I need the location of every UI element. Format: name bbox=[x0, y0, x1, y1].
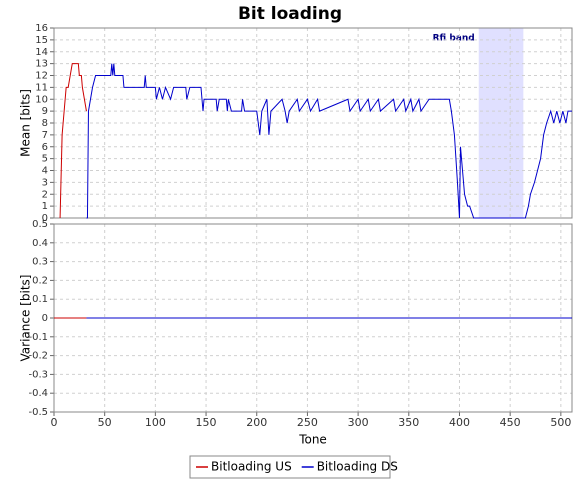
series-line bbox=[59, 63, 87, 219]
y-tick-label: 12 bbox=[35, 71, 48, 82]
legend: Bitloading US Bitloading DS bbox=[189, 455, 398, 479]
y-tick-label: 0.4 bbox=[32, 238, 48, 249]
legend-label: Bitloading DS bbox=[317, 460, 398, 474]
y-tick-label: -0.2 bbox=[28, 351, 48, 362]
y-axis-label: Mean [bits] bbox=[19, 89, 33, 157]
x-tick-label: 150 bbox=[196, 416, 217, 429]
y-tick-label: 0.2 bbox=[32, 275, 48, 286]
legend-box bbox=[189, 455, 391, 479]
x-axis-label: Tone bbox=[298, 433, 327, 447]
chart-title: Bit loading bbox=[238, 4, 342, 24]
y-tick-label: 5 bbox=[42, 154, 48, 165]
y-tick-label: 6 bbox=[42, 142, 48, 153]
x-tick-label: 0 bbox=[51, 416, 58, 429]
y-tick-label: 0 bbox=[42, 313, 48, 324]
y-tick-label: 3 bbox=[42, 177, 48, 188]
x-tick-label: 350 bbox=[398, 416, 419, 429]
x-tick-label: 450 bbox=[500, 416, 521, 429]
y-tick-label: -0.4 bbox=[28, 388, 48, 399]
x-tick-label: 200 bbox=[246, 416, 267, 429]
y-tick-label: 15 bbox=[35, 35, 48, 46]
y-tick-label: 8 bbox=[42, 118, 48, 129]
y-tick-label: 9 bbox=[42, 106, 48, 117]
plot-frame bbox=[53, 27, 573, 219]
series-line bbox=[86, 63, 572, 219]
y-tick-label: -0.1 bbox=[28, 332, 48, 343]
x-tick-label: 100 bbox=[145, 416, 166, 429]
x-tick-label: 400 bbox=[449, 416, 470, 429]
y-tick-label: 16 bbox=[35, 23, 48, 34]
y-tick-label: 13 bbox=[35, 59, 48, 70]
y-tick-label: 14 bbox=[35, 47, 48, 58]
y-axis-label: Variance [bits] bbox=[19, 275, 33, 362]
band-label: Rfi band bbox=[433, 34, 475, 44]
y-tick-label: -0.3 bbox=[28, 369, 48, 380]
y-tick-label: 1 bbox=[42, 201, 48, 212]
y-tick-label: -0.5 bbox=[28, 407, 48, 418]
y-tick-label: 0.1 bbox=[32, 294, 48, 305]
x-tick-label: 250 bbox=[297, 416, 318, 429]
y-tick-label: 11 bbox=[35, 82, 48, 93]
x-tick-label: 50 bbox=[98, 416, 112, 429]
y-tick-label: 0.3 bbox=[32, 257, 48, 268]
y-tick-label: 2 bbox=[42, 189, 48, 200]
legend-label: Bitloading US bbox=[211, 460, 292, 474]
y-tick-label: 10 bbox=[35, 94, 48, 105]
y-tick-label: 7 bbox=[42, 130, 48, 141]
y-tick-label: 0 bbox=[42, 213, 48, 224]
y-tick-label: 4 bbox=[42, 166, 48, 177]
x-tick-label: 500 bbox=[550, 416, 571, 429]
x-tick-label: 300 bbox=[348, 416, 369, 429]
y-tick-label: 0.5 bbox=[32, 219, 48, 230]
